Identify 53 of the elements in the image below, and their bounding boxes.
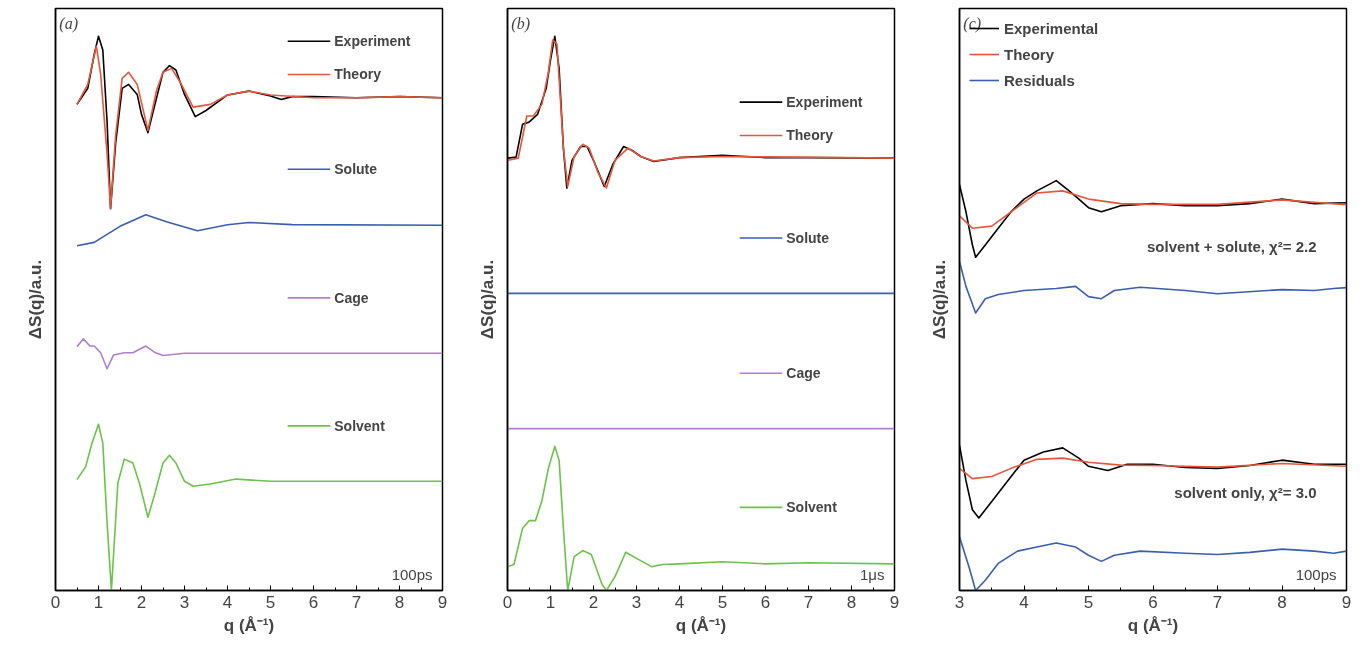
x-tick-label: 4: [1019, 592, 1029, 612]
x-tick-label: 1: [93, 592, 104, 612]
legend-label: Solvent: [786, 499, 838, 516]
x-tick-label: 3: [631, 592, 642, 612]
x-tick-label: 2: [588, 592, 599, 612]
x-tick-label: 4: [674, 592, 685, 612]
annotation: 1μs: [860, 565, 885, 583]
x-tick-label: 8: [846, 592, 857, 612]
legend-label: Residuals: [1004, 71, 1075, 89]
legend-label: Theory: [334, 66, 382, 83]
x-tick-label: 9: [437, 592, 448, 612]
x-axis-title: q (Å⁻¹): [1127, 615, 1179, 635]
x-tick-label: 4: [222, 592, 233, 612]
x-tick-label: 0: [502, 592, 513, 612]
legend-label: Solvent: [334, 417, 386, 434]
x-axis-title: q (Å⁻¹): [223, 615, 275, 635]
legend-label: Solute: [786, 229, 830, 246]
x-tick-label: 5: [717, 592, 728, 612]
x-tick-label: 6: [1148, 592, 1158, 612]
legend-label: Theory: [786, 127, 834, 144]
x-tick-label: 8: [1277, 592, 1287, 612]
x-tick-label: 7: [351, 592, 362, 612]
annotation: 100ps: [1295, 565, 1337, 583]
x-axis-title: q (Å⁻¹): [675, 615, 727, 635]
legend-label: Solute: [334, 161, 378, 178]
legend-label: Cage: [334, 289, 369, 306]
x-tick-label: 0: [50, 592, 61, 612]
legend-label: Experimental: [1004, 19, 1099, 37]
x-tick-label: 3: [954, 592, 965, 612]
legend-label: Cage: [786, 365, 821, 382]
chart-title: (b): [511, 14, 531, 33]
x-tick-label: 8: [394, 592, 405, 612]
y-axis-title: ΔS(q)/a.u.: [477, 259, 497, 340]
y-axis-title: ΔS(q)/a.u.: [25, 259, 45, 340]
chart-title: (a): [59, 14, 79, 33]
x-tick-label: 3: [179, 592, 190, 612]
legend-label: Experiment: [334, 33, 411, 50]
x-tick-label: 5: [1083, 592, 1094, 612]
x-tick-label: 6: [760, 592, 771, 612]
y-axis-title: ΔS(q)/a.u.: [929, 259, 949, 340]
x-tick-label: 7: [803, 592, 814, 612]
x-tick-label: 9: [889, 592, 900, 612]
x-tick-label: 6: [308, 592, 319, 612]
x-tick-label: 5: [265, 592, 276, 612]
legend-label: Experiment: [786, 94, 863, 111]
x-tick-label: 7: [1212, 592, 1223, 612]
x-tick-label: 1: [545, 592, 556, 612]
x-tick-label: 2: [136, 592, 147, 612]
annotation: solvent only, χ²= 3.0: [1174, 483, 1317, 501]
legend-label: Theory: [1004, 45, 1055, 63]
x-tick-label: 9: [1341, 592, 1352, 612]
annotation: 100ps: [391, 565, 433, 583]
annotation: solvent + solute, χ²= 2.2: [1146, 237, 1317, 255]
